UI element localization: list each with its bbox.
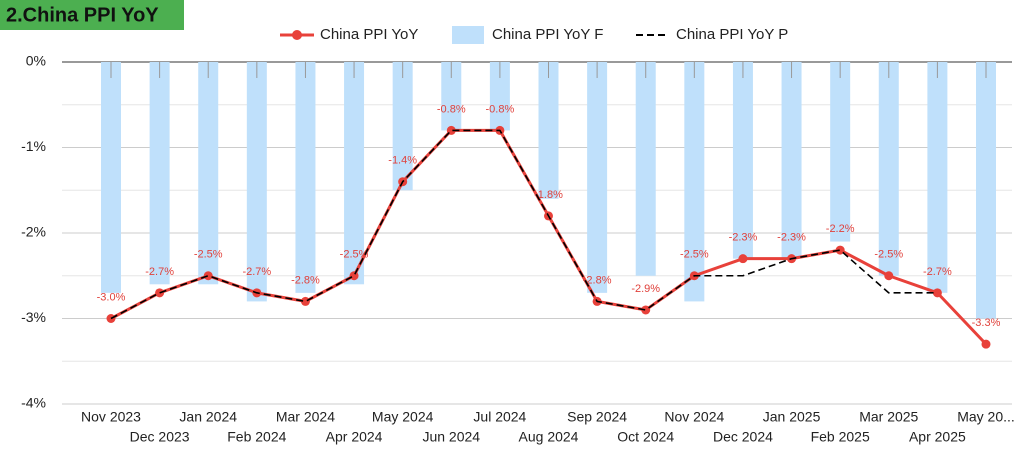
bar bbox=[976, 62, 996, 319]
x-tick-label: Apr 2025 bbox=[909, 429, 966, 445]
bar bbox=[149, 62, 170, 285]
x-tick-label: May 2024 bbox=[372, 409, 434, 425]
chart-title: 2.China PPI YoY bbox=[6, 4, 159, 26]
legend-label: China PPI YoY bbox=[320, 26, 418, 43]
y-tick-label: -3% bbox=[21, 309, 46, 325]
point bbox=[300, 296, 310, 306]
x-tick-label: Jun 2024 bbox=[422, 429, 480, 445]
bar bbox=[295, 62, 316, 293]
x-tick-label: Dec 2024 bbox=[713, 429, 773, 445]
bar bbox=[392, 62, 413, 191]
legend-swatch bbox=[292, 30, 302, 40]
point bbox=[155, 288, 165, 298]
bar bbox=[489, 62, 510, 131]
bar bbox=[101, 62, 121, 293]
data-label: -1.8% bbox=[534, 189, 563, 201]
y-tick-label: -4% bbox=[21, 395, 46, 411]
legend-swatch bbox=[452, 26, 484, 44]
y-tick-label: 0% bbox=[26, 53, 46, 69]
point bbox=[349, 271, 359, 281]
data-label: -2.2% bbox=[826, 223, 855, 235]
data-label: -3.0% bbox=[97, 291, 126, 303]
data-label: -3.3% bbox=[972, 317, 1001, 329]
bar bbox=[830, 62, 851, 242]
point bbox=[835, 245, 845, 255]
bar bbox=[538, 62, 559, 199]
dashed-series bbox=[110, 129, 938, 320]
point bbox=[641, 305, 651, 315]
data-label: -2.5% bbox=[194, 249, 223, 261]
legend-label: China PPI YoY F bbox=[492, 26, 603, 43]
x-tick-label: Jul 2024 bbox=[473, 409, 526, 425]
bar bbox=[732, 62, 753, 259]
x-tick-label: Nov 2024 bbox=[664, 409, 724, 425]
x-tick-label: Dec 2023 bbox=[130, 429, 190, 445]
bar bbox=[878, 62, 899, 276]
bar bbox=[441, 62, 462, 131]
x-tick-label: Oct 2024 bbox=[617, 429, 674, 445]
data-label: -1.4% bbox=[388, 155, 417, 167]
x-tick-label: Feb 2025 bbox=[811, 429, 870, 445]
title-box bbox=[0, 0, 184, 30]
x-tick-label: Sep 2024 bbox=[567, 409, 627, 425]
x-tick-label: Mar 2025 bbox=[859, 409, 918, 425]
x-tick-label: Apr 2024 bbox=[326, 429, 383, 445]
bar bbox=[684, 62, 705, 302]
point bbox=[981, 339, 991, 349]
data-label: -2.5% bbox=[340, 249, 369, 261]
data-label: -2.8% bbox=[583, 274, 612, 286]
data-label: -2.5% bbox=[680, 249, 709, 261]
data-label: -2.8% bbox=[291, 274, 320, 286]
y-tick-label: -1% bbox=[21, 138, 46, 154]
data-label: -0.8% bbox=[486, 103, 515, 115]
x-tick-label: Nov 2023 bbox=[81, 409, 141, 425]
data-label: -2.7% bbox=[242, 266, 271, 278]
x-tick-label: May 20... bbox=[957, 409, 1015, 425]
bar bbox=[587, 62, 608, 293]
point bbox=[738, 254, 748, 264]
y-tick-label: -2% bbox=[21, 224, 46, 240]
point bbox=[932, 288, 942, 298]
data-label: -2.3% bbox=[777, 232, 806, 244]
data-label: -2.9% bbox=[631, 283, 660, 295]
data-label: -2.7% bbox=[145, 266, 174, 278]
data-label: -0.8% bbox=[437, 103, 466, 115]
point bbox=[884, 271, 894, 281]
x-tick-label: Mar 2024 bbox=[276, 409, 335, 425]
legend-label: China PPI YoY P bbox=[676, 26, 788, 43]
x-tick-label: Jan 2024 bbox=[179, 409, 237, 425]
data-label: -2.3% bbox=[729, 232, 758, 244]
x-tick-label: Feb 2024 bbox=[227, 429, 286, 445]
bar bbox=[781, 62, 802, 259]
point bbox=[203, 271, 213, 281]
bar bbox=[198, 62, 219, 285]
x-tick-label: Jan 2025 bbox=[763, 409, 821, 425]
x-tick-label: Aug 2024 bbox=[519, 429, 579, 445]
bar bbox=[344, 62, 365, 285]
data-label: -2.7% bbox=[923, 266, 952, 278]
bar bbox=[246, 62, 267, 302]
bar bbox=[927, 62, 948, 293]
bar bbox=[635, 62, 656, 276]
data-label: -2.5% bbox=[874, 249, 903, 261]
